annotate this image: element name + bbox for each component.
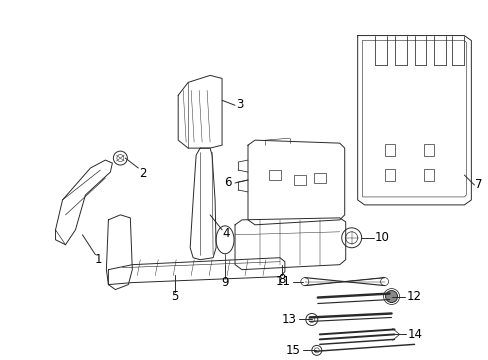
- Bar: [424, 169, 433, 181]
- Text: 15: 15: [285, 344, 300, 357]
- Text: 13: 13: [281, 313, 296, 326]
- Bar: [424, 144, 433, 156]
- Text: 3: 3: [236, 98, 243, 111]
- Text: 1: 1: [95, 253, 102, 266]
- Text: 2: 2: [139, 167, 147, 180]
- Text: 7: 7: [474, 179, 481, 192]
- Text: 12: 12: [406, 290, 421, 303]
- Bar: [293, 175, 305, 185]
- Circle shape: [385, 291, 397, 302]
- Text: 14: 14: [407, 328, 422, 341]
- Text: 10: 10: [373, 231, 388, 244]
- Text: 8: 8: [278, 273, 285, 286]
- Text: 6: 6: [224, 176, 231, 189]
- Bar: [268, 170, 280, 180]
- Text: 9: 9: [221, 276, 228, 289]
- Bar: [313, 173, 325, 183]
- Bar: [384, 144, 394, 156]
- Bar: [384, 169, 394, 181]
- Text: 11: 11: [275, 275, 290, 288]
- Text: 5: 5: [171, 290, 179, 303]
- Text: 4: 4: [222, 227, 229, 240]
